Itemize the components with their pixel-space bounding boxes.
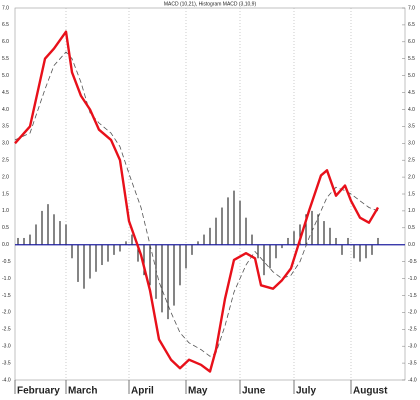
x-tick-label: April: [131, 386, 154, 397]
y-tick-label-right: 0.0: [408, 242, 415, 248]
y-tick-label-right: 2.5: [408, 158, 415, 164]
y-tick-label: 7.0: [2, 5, 9, 11]
y-tick-label: -0.5: [2, 259, 11, 265]
x-tick-label: July: [296, 386, 316, 397]
y-tick-label-right: 1.0: [408, 208, 415, 214]
y-tick-label: -1.0: [2, 276, 11, 282]
x-tick-label: February: [17, 386, 60, 397]
y-tick-label: 3.5: [2, 124, 9, 130]
y-tick-label-right: 3.0: [408, 141, 415, 147]
y-tick-label: 5.0: [2, 73, 9, 79]
y-tick-label: 2.5: [2, 158, 9, 164]
y-tick-label: 1.5: [2, 191, 9, 197]
y-tick-label: -3.5: [2, 360, 11, 366]
y-tick-label: -3.0: [2, 344, 11, 350]
y-tick-label: 2.0: [2, 174, 9, 180]
x-tick-label: March: [68, 386, 97, 397]
signal-line: [14, 51, 379, 357]
y-tick-label-right: 7.0: [408, 5, 415, 11]
y-tick-label: 0.5: [2, 225, 9, 231]
y-tick-label-right: 5.0: [408, 73, 415, 79]
y-tick-label: -1.5: [2, 293, 11, 299]
y-tick-label-right: -3.5: [408, 360, 417, 366]
y-tick-label-right: 6.0: [408, 39, 415, 45]
y-tick-label: -2.5: [2, 327, 11, 333]
y-tick-label-right: 6.5: [408, 22, 415, 28]
y-tick-label: 4.5: [2, 90, 9, 96]
x-tick-label: August: [353, 386, 388, 397]
y-tick-label: 1.0: [2, 208, 9, 214]
y-tick-label-right: -2.5: [408, 327, 417, 333]
x-tick-label: June: [242, 386, 266, 397]
y-tick-label-right: 4.0: [408, 107, 415, 113]
macd-line: [14, 30, 380, 373]
x-tick-label: May: [188, 386, 208, 397]
y-tick-label-right: -1.0: [408, 276, 417, 282]
y-tick-label: 3.0: [2, 141, 9, 147]
y-tick-label: 6.0: [2, 39, 9, 45]
y-tick-label: 4.0: [2, 107, 9, 113]
y-tick-label-right: 5.5: [408, 56, 415, 62]
y-tick-label-right: 3.5: [408, 124, 415, 130]
y-tick-label-right: 4.5: [408, 90, 415, 96]
y-tick-label: -4.0: [2, 377, 11, 383]
plot-frame: [14, 7, 406, 381]
y-tick-label: -2.0: [2, 310, 11, 316]
y-tick-label: 5.5: [2, 56, 9, 62]
y-tick-label-right: -3.0: [408, 344, 417, 350]
y-tick-label-right: 2.0: [408, 174, 415, 180]
y-tick-label: 6.5: [2, 22, 9, 28]
y-tick-label: 0.0: [2, 242, 9, 248]
y-tick-label-right: 1.5: [408, 191, 415, 197]
y-tick-label-right: -1.5: [408, 293, 417, 299]
y-tick-label-right: -0.5: [408, 259, 417, 265]
y-tick-label-right: -2.0: [408, 310, 417, 316]
y-tick-label-right: -4.0: [408, 377, 417, 383]
y-tick-label-right: 0.5: [408, 225, 415, 231]
chart-title: MACD (10,21), Histogram MACD (3,10,9): [164, 1, 257, 7]
